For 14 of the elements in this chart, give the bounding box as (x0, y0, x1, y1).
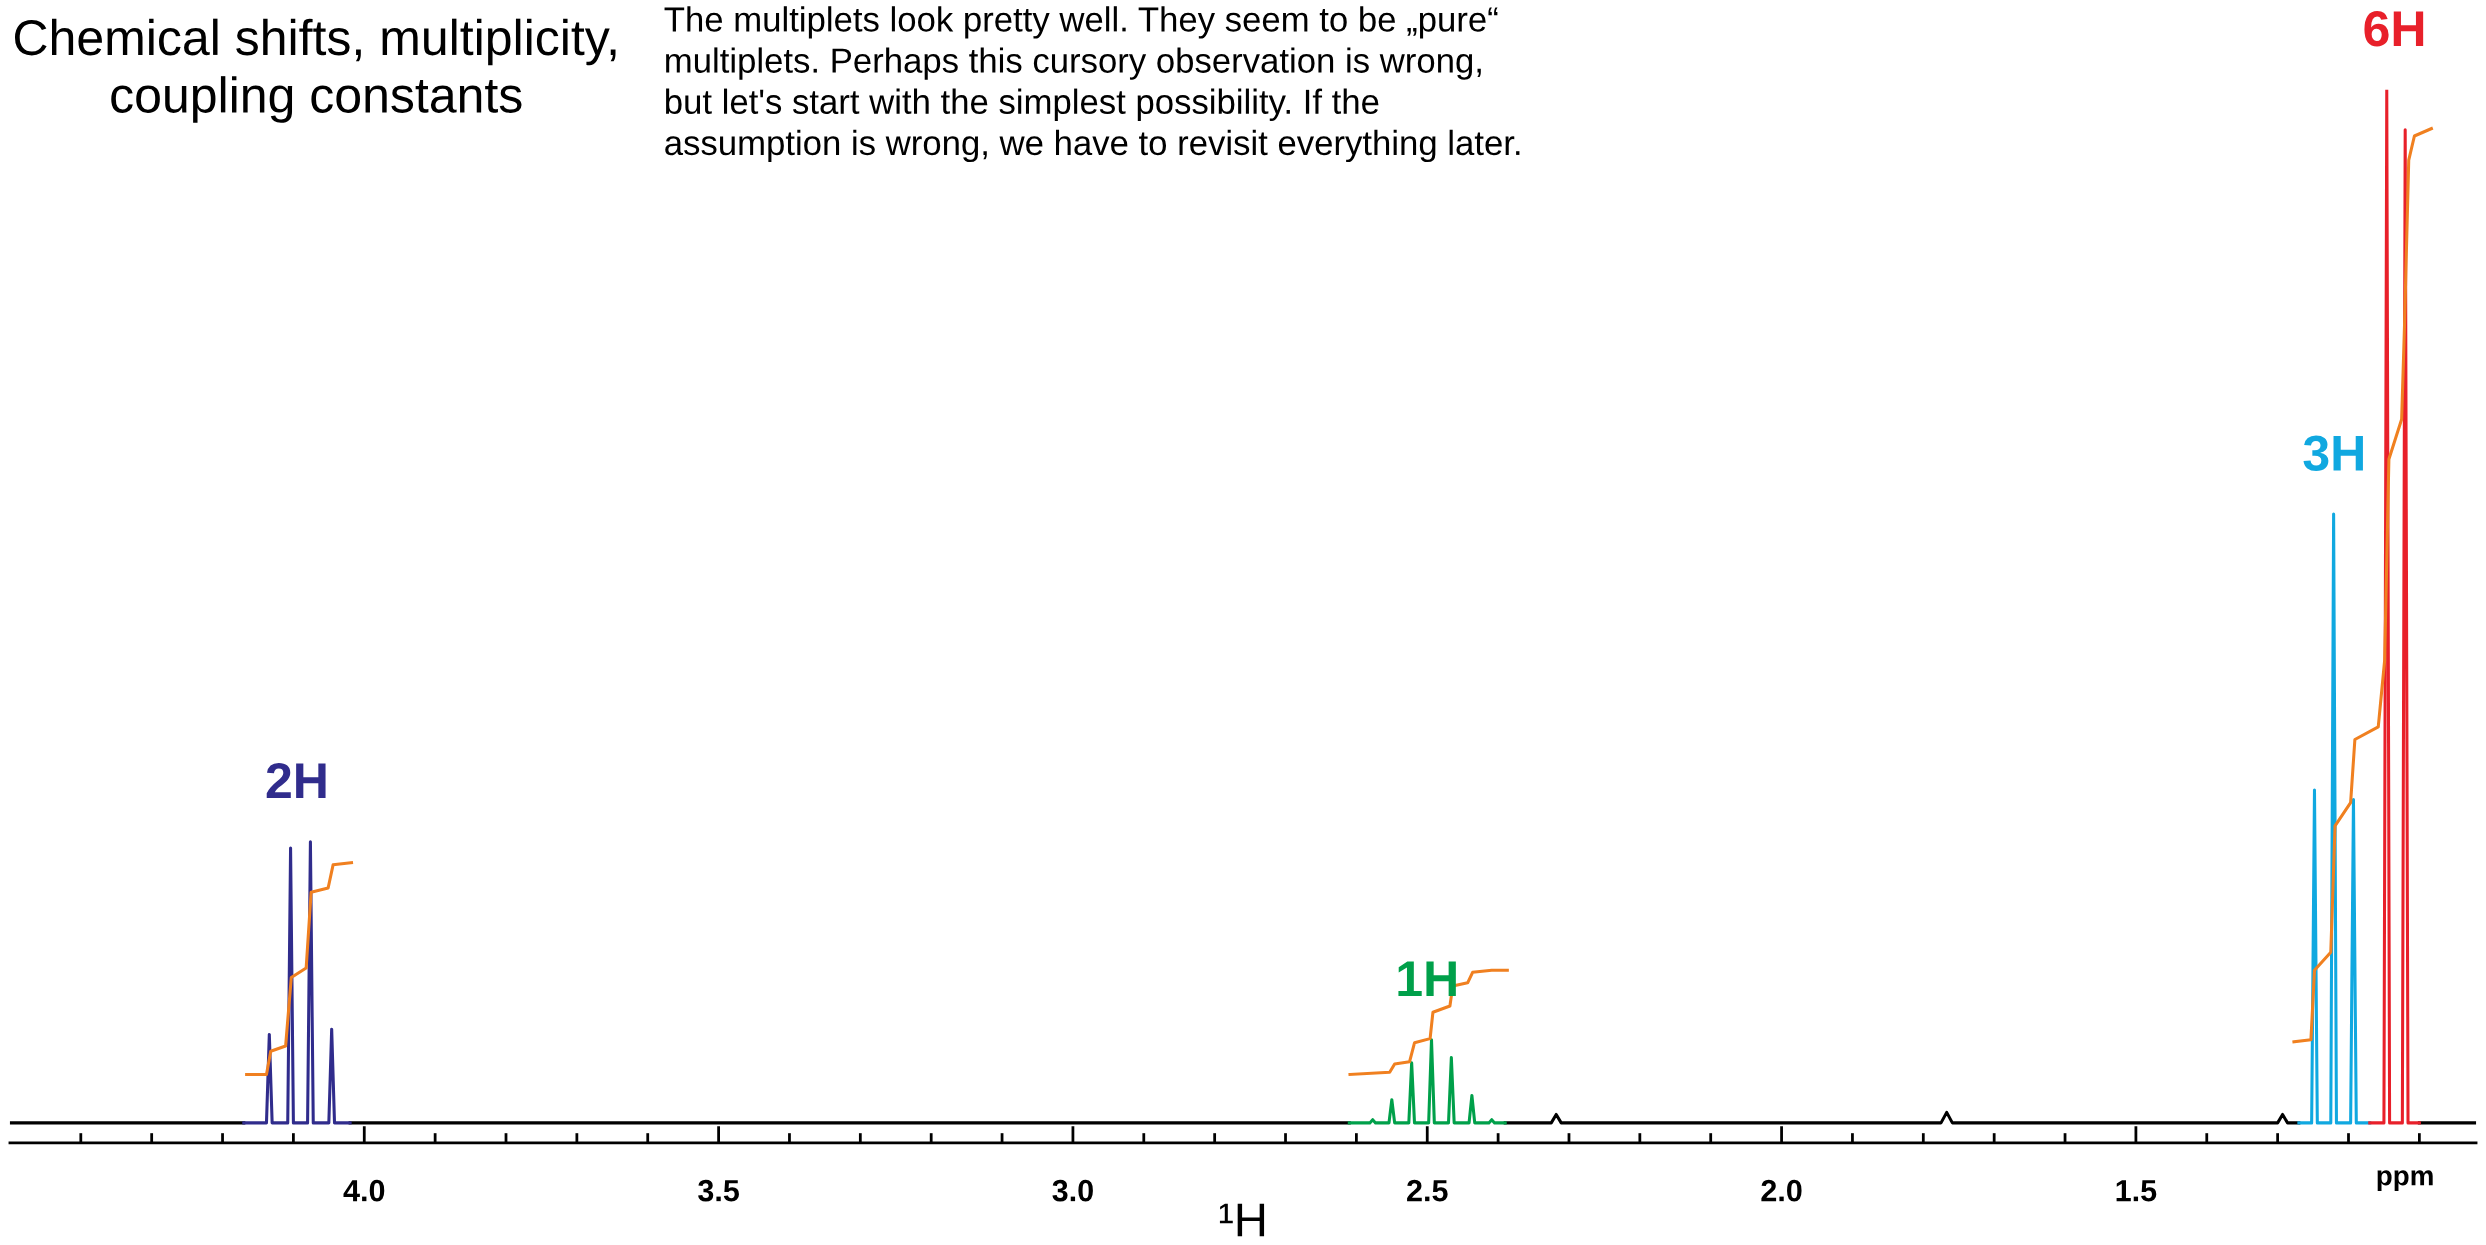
annotation: 1H (1398, 961, 1456, 996)
annotation: 3H (2303, 435, 2363, 471)
annotation: 2H (266, 763, 326, 798)
annotation: The multiplets look pretty well. They seem to be „pure“ multiplets. Perhaps this cursory observation is wrong, but let's start with the simplest possibility. If the assumption is wrong, we have to revisit everything later. (664, 6, 1520, 163)
x-tick-label: 2.0 (1761, 1179, 1802, 1202)
x-tick-label: 4.0 (343, 1179, 385, 1202)
chart-title: Chemical shifts, multiplicity, coupling constants (14, 18, 616, 123)
text: ppm (2377, 1170, 2433, 1192)
x-tick-label: 2.5 (1407, 1179, 1448, 1202)
x-tick-label: 1.5 (2116, 1180, 2157, 1202)
x-tick-label: 3.5 (698, 1179, 739, 1202)
text: 6H (2364, 11, 2424, 47)
x-tick-label: 3.0 (1052, 1179, 1093, 1202)
x-axis-title: ¹H (1219, 1203, 1265, 1237)
